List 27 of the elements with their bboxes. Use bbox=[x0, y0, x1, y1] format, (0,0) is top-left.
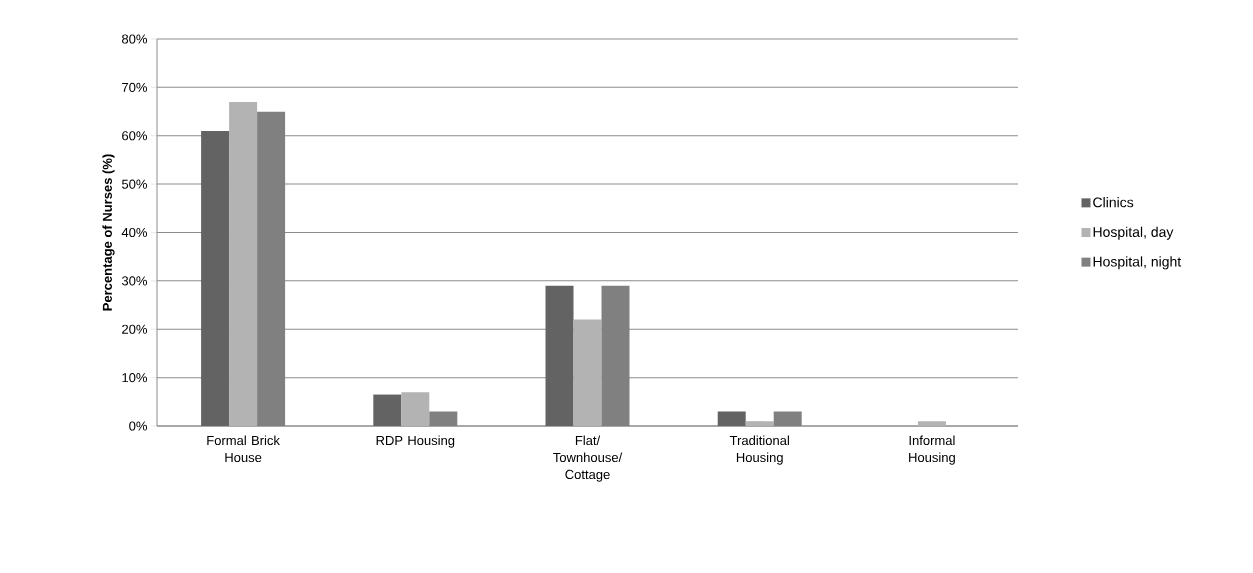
bar bbox=[573, 319, 602, 426]
legend-label: Hospital, day bbox=[1093, 226, 1174, 240]
y-tick-label: 30% bbox=[121, 276, 148, 286]
bar bbox=[201, 130, 230, 426]
x-tick-label: Formal Brick House bbox=[207, 435, 280, 463]
x-tick-label: Informal Housing bbox=[909, 435, 955, 465]
y-tick-label: 60% bbox=[122, 131, 148, 141]
x-tick-label: RDP Housing bbox=[376, 435, 455, 448]
x-tick-label: Flat/ Townhouse/ Cottage bbox=[553, 435, 623, 482]
bar bbox=[545, 285, 574, 426]
y-tick-label: 40% bbox=[121, 227, 148, 238]
y-tick-label: 80% bbox=[122, 34, 148, 44]
bar bbox=[917, 421, 946, 426]
bar bbox=[373, 394, 402, 426]
bar bbox=[401, 392, 430, 426]
bar bbox=[745, 421, 774, 426]
x-tick-label: Traditional Housing bbox=[729, 435, 789, 465]
y-tick-label: 50% bbox=[121, 179, 148, 189]
bar bbox=[717, 411, 746, 426]
y-tick-label: 10% bbox=[122, 373, 148, 383]
y-tick-label: 0% bbox=[129, 421, 148, 431]
legend-label: Hospital, night bbox=[1093, 256, 1182, 270]
y-tick-label: 70% bbox=[122, 82, 148, 92]
legend-label: Clinics bbox=[1093, 197, 1134, 208]
y-tick-label: 20% bbox=[122, 324, 148, 334]
y-axis-title: Percentage of Nurses (%) bbox=[102, 154, 115, 311]
bar bbox=[229, 101, 258, 426]
